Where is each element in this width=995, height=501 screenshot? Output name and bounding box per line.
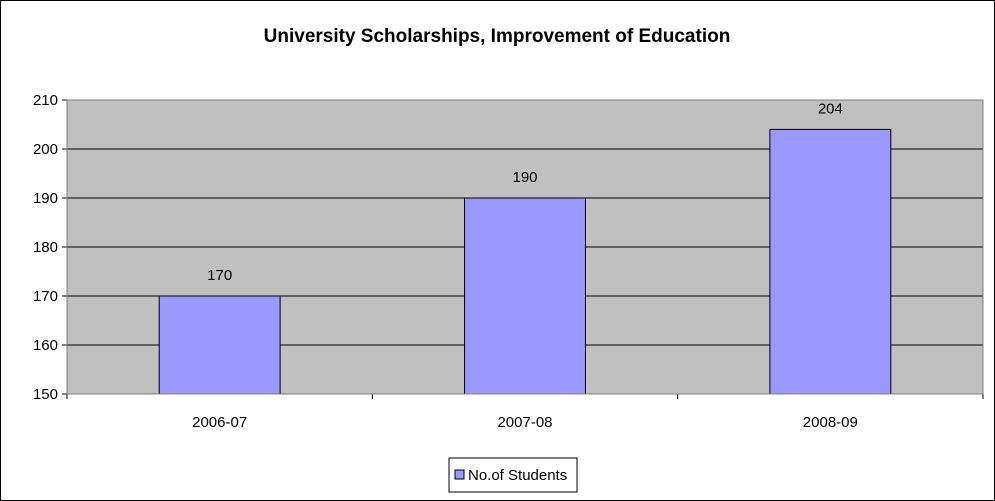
bar xyxy=(769,128,892,395)
x-tick-label: 2008-09 xyxy=(803,414,858,431)
y-tick-label: 210 xyxy=(33,92,58,109)
chart-title: University Scholarships, Improvement of … xyxy=(264,26,731,47)
y-tick-label: 150 xyxy=(33,386,58,403)
data-label: 190 xyxy=(512,169,537,186)
y-tick-label: 200 xyxy=(33,141,58,158)
x-tick-label: 2006-07 xyxy=(192,414,247,431)
legend-label: No.of Students xyxy=(468,467,567,484)
bar xyxy=(464,197,586,395)
data-label: 204 xyxy=(818,100,843,117)
plot-area: 150 160 170 180 190 200 210 170 2006-07 190 2007-0… xyxy=(33,92,984,431)
legend-box xyxy=(448,457,578,493)
y-tick-label: 180 xyxy=(33,239,58,256)
y-tick-label: 170 xyxy=(33,288,58,305)
y-tick-label: 190 xyxy=(33,190,58,207)
x-tick-label: 2007-08 xyxy=(497,414,552,431)
data-label: 170 xyxy=(207,267,232,284)
plot-border xyxy=(66,99,984,395)
legend-swatch xyxy=(454,469,465,480)
bar xyxy=(158,295,281,395)
y-tick-label: 160 xyxy=(33,337,58,354)
legend: No.of Students xyxy=(448,457,578,493)
